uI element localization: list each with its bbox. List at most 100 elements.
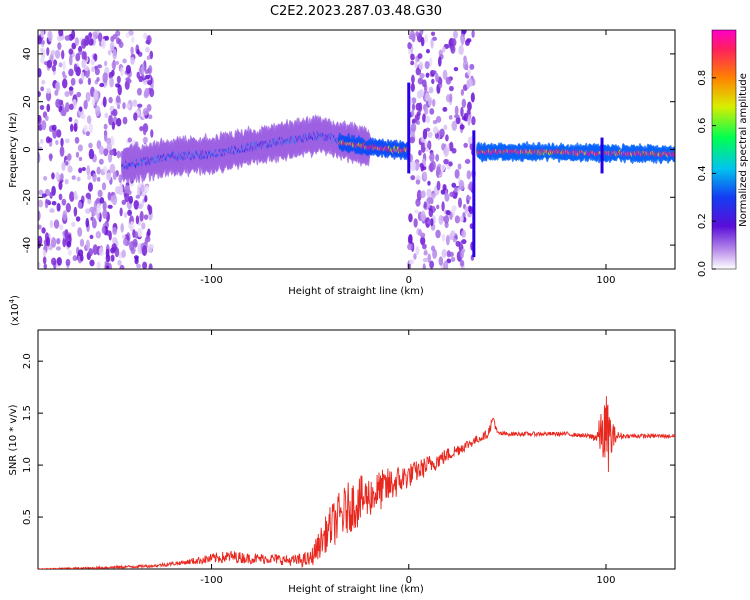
- spectrogram-noise-blob: [146, 80, 153, 86]
- spectrogram-noise-blob: [47, 137, 53, 143]
- spectrogram-noise-blob: [419, 30, 424, 36]
- snr-y-tick-label: 1.0: [22, 457, 33, 473]
- spectrogram-noise-blob: [435, 115, 442, 123]
- spectrogram-noise-blob: [430, 160, 436, 171]
- spectrogram-noise-blob: [409, 30, 415, 41]
- spectrogram-noise-blob: [99, 82, 105, 88]
- spectrogram-noise-blob: [418, 89, 425, 98]
- spectrogram-noise-blob: [415, 179, 421, 185]
- spectrogram-noise-blob: [46, 59, 53, 69]
- spectrogram-noise-blob: [460, 249, 464, 259]
- spectrogram-noise-blob: [417, 53, 423, 59]
- spectrogram-noise-blob: [101, 38, 106, 49]
- spectrogram-noise-blob: [56, 237, 61, 245]
- spectrogram-noise-blob: [144, 74, 151, 80]
- spectrogram-noise-blob: [71, 221, 76, 228]
- spectrogram-noise-blob: [422, 263, 426, 269]
- spectrogram-noise-blob: [83, 99, 88, 110]
- spectrogram-noise-blob: [64, 35, 71, 41]
- spectrogram-noise-blob: [449, 141, 454, 152]
- spectrogram-noise-blob: [81, 166, 86, 172]
- colorbar-label: Normalized spectral amplitude: [738, 73, 749, 227]
- spectrogram-noise-blob: [48, 30, 53, 42]
- spectrogram-noise-blob: [135, 215, 140, 225]
- spectrogram-noise-blob: [64, 91, 70, 98]
- spectrogram-noise-blob: [97, 32, 103, 43]
- spectrogram-noise-blob: [68, 86, 74, 91]
- spectrogram-noise-blob: [448, 115, 453, 120]
- spectrogram-noise-blob: [137, 227, 143, 238]
- spectrogram-noise-blob: [418, 229, 423, 237]
- spectrogram-noise-blob: [145, 184, 149, 194]
- spectrogram-noise-blob: [108, 71, 113, 80]
- spectrogram-noise-blob: [64, 138, 70, 144]
- spectrogram-noise-blob: [60, 137, 64, 147]
- spectrogram-noise-blob: [141, 222, 146, 230]
- spectrogram-noise-blob: [440, 189, 445, 195]
- spectrogram-noise-blob: [46, 87, 51, 94]
- spectrogram-noise-blob: [421, 243, 427, 250]
- spectrogram-noise-blob: [96, 176, 101, 182]
- spectrogram-noise-blob: [453, 114, 460, 119]
- spectrogram-noise-blob: [453, 67, 459, 72]
- spectrogram-noise-blob: [59, 146, 65, 157]
- spectrogram-noise-blob: [432, 248, 438, 259]
- spectrogram-noise-blob: [69, 191, 75, 202]
- spectrogram-noise-blob: [425, 72, 430, 78]
- spectrogram-spike: [407, 82, 411, 174]
- spectrogram-noise-blob: [105, 265, 110, 269]
- spectrogram-noise-blob: [55, 139, 59, 146]
- spectrogram-noise-blob: [426, 220, 432, 225]
- spectrogram-noise-blob: [407, 42, 412, 50]
- spectrogram-noise-blob: [415, 246, 420, 255]
- spectrogram-noise-blob: [418, 149, 422, 156]
- spectrogram-noise-blob: [116, 117, 122, 127]
- spectrogram-noise-blob: [470, 92, 475, 103]
- spectrogram-noise-blob: [88, 148, 95, 160]
- spectrogram-noise-blob: [76, 91, 82, 98]
- spectrogram-noise-blob: [443, 158, 449, 165]
- colorbar: 0.0 0.2 0.4 0.6 0.8 Normalized spectral ampl…: [697, 29, 749, 277]
- spectrogram-noise-blob: [88, 248, 94, 257]
- spectrogram-noise-blob: [458, 45, 464, 56]
- spectrogram-noise-blob: [65, 258, 71, 267]
- spectrogram-noise-blob: [65, 102, 70, 113]
- spectrogram-noise-blob: [85, 217, 90, 228]
- spectrogram-noise-blob: [105, 254, 111, 263]
- spectrogram-noise-blob: [442, 69, 448, 80]
- spectrogram-noise-blob: [40, 56, 45, 64]
- spectrogram-noise-blob: [128, 30, 134, 36]
- spectrogram-noise-blob: [74, 37, 79, 46]
- spectrogram-noise-blob: [89, 259, 95, 267]
- spectrogram-noise-blob: [58, 193, 63, 201]
- spectrogram-noise-blob: [103, 123, 108, 130]
- spectrogram-noise-blob: [102, 96, 107, 108]
- spectrogram-noise-blob: [69, 123, 74, 132]
- spectrogram-noise-blob: [73, 122, 78, 133]
- spectrogram-x-tick-label: -100: [200, 275, 223, 286]
- spectrogram-noise-blob: [116, 95, 121, 104]
- spectrogram-noise-blob: [442, 184, 447, 191]
- spectrogram-noise-blob: [61, 70, 66, 77]
- spectrogram-noise-blob: [414, 61, 418, 69]
- spectrogram-noise-blob: [130, 56, 135, 65]
- spectrogram-noise-blob: [446, 209, 451, 216]
- spectrogram-noise-blob: [53, 59, 58, 67]
- spectrogram-noise-blob: [454, 215, 461, 224]
- spectrogram-noise-blob: [59, 224, 64, 231]
- spectrogram-noise-blob: [111, 121, 115, 131]
- spectrogram-noise-blob: [56, 129, 62, 138]
- spectrogram-noise-blob: [142, 261, 148, 269]
- spectrogram-noise-blob: [90, 58, 96, 66]
- spectrogram-noise-blob: [117, 259, 122, 266]
- spectrogram-noise-blob: [83, 124, 88, 133]
- spectrogram-noise-blob: [67, 165, 73, 173]
- spectrogram-noise-blob: [101, 182, 107, 191]
- spectrogram-y-axis-label: Frequency (Hz): [8, 112, 19, 188]
- spectrogram-noise-blob: [77, 144, 83, 152]
- spectrogram-noise-blob: [410, 53, 415, 61]
- spectrogram-noise-blob: [102, 200, 107, 212]
- spectrogram-noise-blob: [116, 104, 121, 110]
- spectrogram-noise-blob: [99, 197, 105, 204]
- spectrogram-noise-blob: [148, 114, 153, 120]
